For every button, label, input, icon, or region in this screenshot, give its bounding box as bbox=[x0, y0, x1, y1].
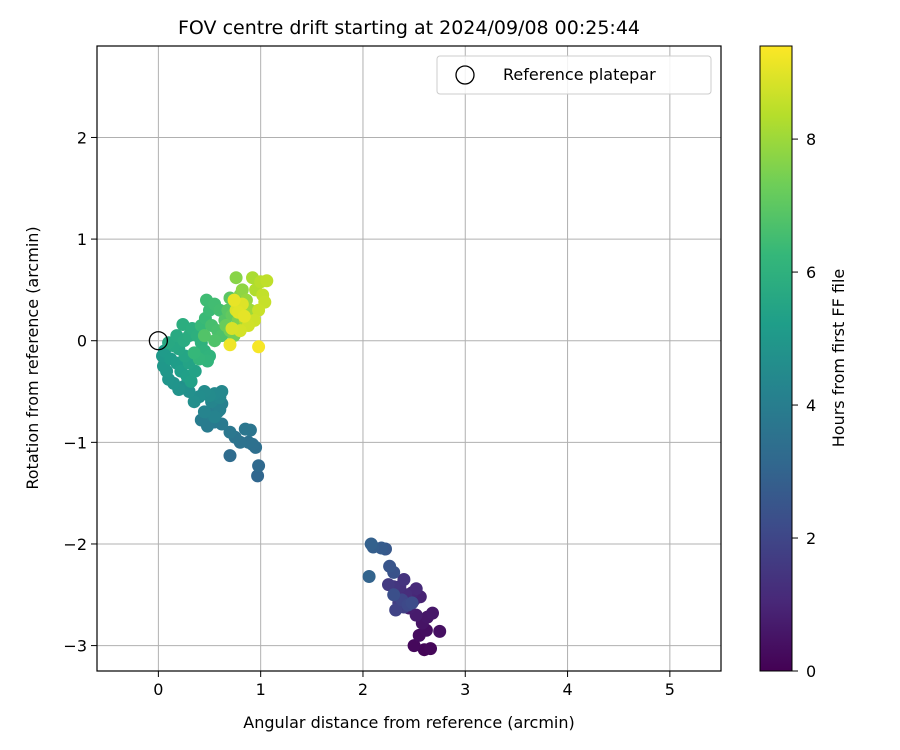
data-point bbox=[362, 570, 376, 583]
y-tick-label: −1 bbox=[63, 433, 87, 452]
chart-title: FOV centre drift starting at 2024/09/08 … bbox=[178, 17, 640, 39]
legend-box bbox=[436, 55, 712, 95]
data-point bbox=[229, 271, 243, 285]
data-point bbox=[424, 642, 437, 656]
legend-reference-label: Reference platepar bbox=[503, 65, 656, 84]
x-tick-label: 3 bbox=[460, 680, 470, 699]
x-axis-label: Angular distance from reference (arcmin) bbox=[243, 713, 574, 732]
y-axis-label: Rotation from reference (arcmin) bbox=[23, 226, 42, 489]
data-point bbox=[223, 338, 237, 352]
data-point bbox=[197, 329, 211, 343]
y-tick-label: −3 bbox=[63, 637, 87, 656]
data-point bbox=[237, 309, 251, 323]
colorbar-tick-label: 0 bbox=[806, 662, 816, 681]
x-tick-label: 0 bbox=[153, 680, 163, 699]
plot-frame bbox=[96, 45, 722, 672]
y-tick-label: −2 bbox=[63, 535, 87, 554]
x-tick-label: 2 bbox=[358, 680, 368, 699]
data-point bbox=[252, 340, 266, 354]
colorbar-tick-label: 2 bbox=[806, 529, 816, 548]
data-point bbox=[252, 303, 266, 317]
data-point bbox=[225, 322, 239, 335]
data-points bbox=[156, 271, 447, 657]
y-tick-label: 2 bbox=[77, 128, 87, 147]
data-point bbox=[184, 374, 198, 388]
data-point bbox=[238, 422, 252, 436]
data-point bbox=[389, 603, 403, 617]
y-tick-label: 0 bbox=[77, 332, 87, 351]
colorbar-tick-label: 4 bbox=[806, 396, 816, 415]
data-point bbox=[407, 639, 421, 653]
data-point bbox=[383, 559, 397, 573]
colorbar-tick-label: 6 bbox=[806, 263, 816, 282]
data-point bbox=[208, 410, 222, 424]
data-point bbox=[187, 346, 201, 360]
x-axis-ticks: 0 1 2 3 4 5 bbox=[153, 671, 675, 699]
colorbar-label: Hours from first FF file bbox=[829, 269, 848, 448]
legend: Reference platepar bbox=[436, 55, 712, 95]
data-point bbox=[397, 573, 411, 586]
data-point bbox=[223, 449, 237, 463]
data-point bbox=[260, 274, 274, 288]
data-point bbox=[382, 578, 395, 592]
reference-marker-group bbox=[148, 331, 169, 351]
data-point bbox=[409, 582, 423, 596]
data-point bbox=[433, 624, 447, 638]
x-tick-label: 5 bbox=[665, 680, 675, 699]
colorbar bbox=[759, 45, 793, 672]
data-point bbox=[187, 395, 201, 409]
data-point bbox=[235, 283, 249, 297]
x-tick-label: 4 bbox=[562, 680, 572, 699]
data-point bbox=[208, 334, 222, 348]
data-point bbox=[364, 537, 378, 551]
data-point bbox=[197, 405, 211, 419]
data-point bbox=[426, 606, 439, 620]
colorbar-tick-label: 8 bbox=[806, 130, 816, 149]
data-point bbox=[251, 469, 265, 483]
y-tick-label: 1 bbox=[77, 230, 87, 249]
data-point bbox=[252, 459, 266, 473]
data-point bbox=[387, 588, 401, 602]
colorbar-ticks: 0 2 4 6 8 bbox=[792, 130, 816, 681]
reference-platepar-marker bbox=[148, 331, 169, 351]
data-point bbox=[223, 425, 237, 439]
data-point bbox=[227, 293, 241, 307]
y-axis-ticks: −3 −2 −1 0 1 2 bbox=[63, 128, 97, 656]
grid-lines bbox=[97, 46, 721, 671]
x-tick-label: 1 bbox=[256, 680, 266, 699]
legend-reference-marker bbox=[455, 65, 475, 85]
data-point bbox=[405, 596, 419, 610]
